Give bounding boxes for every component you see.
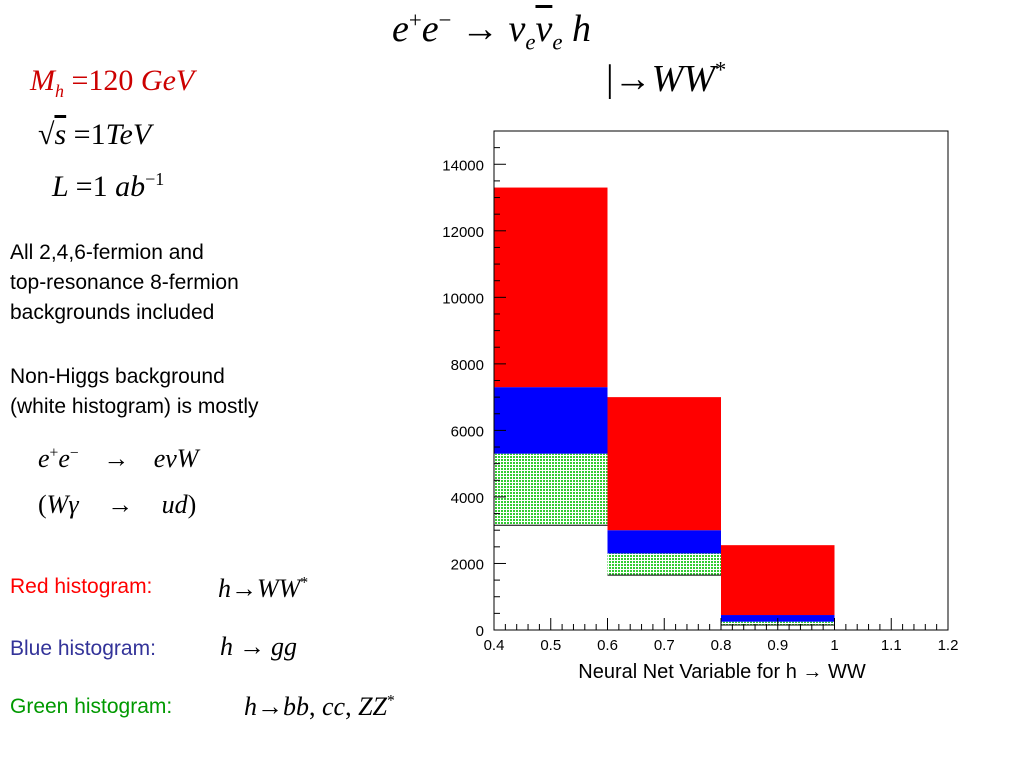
x-tick-label: 0.4 bbox=[484, 637, 505, 654]
bar-c0000ff-bin-1 bbox=[494, 387, 608, 454]
x-tick-label: 0.8 bbox=[711, 637, 732, 654]
legend-red-formula: h→WW* bbox=[218, 574, 309, 603]
x-axis-label: Neural Net Variable for h → WW bbox=[578, 661, 866, 683]
collision-energy: √s =1TeV bbox=[38, 118, 152, 151]
bar-cff0000-bin-2 bbox=[607, 397, 721, 531]
y-tick-label: 4000 bbox=[451, 490, 484, 507]
bar-c44dd44-bin-1 bbox=[494, 453, 608, 526]
higgs-mass: Mh =120 GeV bbox=[30, 64, 195, 101]
x-tick-label: 0.6 bbox=[597, 637, 618, 654]
luminosity: L =1 ab−1 bbox=[52, 169, 165, 203]
x-tick-label: 1 bbox=[830, 637, 838, 654]
backgrounds-line-3: backgrounds included bbox=[10, 301, 215, 324]
y-tick-label: 2000 bbox=[451, 556, 484, 573]
legend-blue-formula: h → gg bbox=[220, 632, 297, 661]
y-tick-label: 12000 bbox=[442, 224, 484, 241]
bar-cff0000-bin-3 bbox=[721, 545, 835, 616]
x-tick-label: 1.1 bbox=[881, 637, 902, 654]
reaction-2: (Wγ → ud) bbox=[38, 490, 197, 519]
y-tick-label: 6000 bbox=[451, 423, 484, 440]
y-tick-label: 8000 bbox=[451, 357, 484, 374]
x-tick-label: 0.9 bbox=[767, 637, 788, 654]
backgrounds-note: All 2,4,6-fermion and top-resonance 8-fe… bbox=[10, 238, 239, 328]
x-tick-label: 0.7 bbox=[654, 637, 675, 654]
y-tick-label: 14000 bbox=[442, 157, 484, 174]
legend-green-label: Green histogram: bbox=[10, 695, 173, 718]
bar-c44dd44-bin-2 bbox=[607, 553, 721, 576]
decay-formula: |→WW* bbox=[606, 57, 727, 100]
legend-red-label: Red histogram: bbox=[10, 575, 153, 598]
y-tick-label: 0 bbox=[476, 623, 484, 640]
bar-c0000ff-bin-2 bbox=[607, 530, 721, 554]
backgrounds-line-2: top-resonance 8-fermion bbox=[10, 271, 239, 294]
legend-green-formula: h→bb, cc, ZZ* bbox=[244, 692, 395, 721]
y-tick-label: 10000 bbox=[442, 290, 484, 307]
x-tick-label: 0.5 bbox=[540, 637, 561, 654]
nonhiggs-line-1: Non-Higgs background bbox=[10, 365, 225, 388]
nonhiggs-note: Non-Higgs background (white histogram) i… bbox=[10, 362, 259, 422]
bar-cff0000-bin-1 bbox=[494, 187, 608, 388]
backgrounds-line-1: All 2,4,6-fermion and bbox=[10, 241, 204, 264]
process-formula: e+e− → νeνe h bbox=[392, 7, 591, 55]
x-tick-label: 1.2 bbox=[938, 637, 959, 654]
legend-blue-label: Blue histogram: bbox=[10, 637, 156, 660]
reaction-1: e+e− → eνW bbox=[38, 444, 199, 473]
nonhiggs-line-2: (white histogram) is mostly bbox=[10, 395, 259, 418]
bar-background-bin-1 bbox=[494, 525, 608, 630]
